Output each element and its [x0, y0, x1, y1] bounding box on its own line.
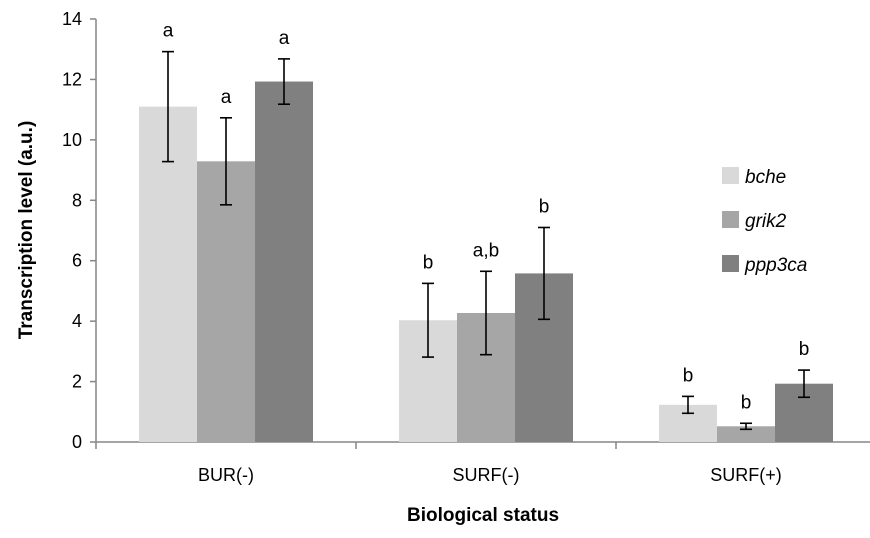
- bar-grik2: [717, 426, 775, 442]
- significance-label: a,b: [473, 240, 499, 261]
- legend-swatch-bche: [722, 167, 739, 184]
- bar-grik2: [197, 161, 255, 443]
- significance-label: b: [423, 252, 434, 273]
- y-tick-label: 8: [72, 190, 82, 210]
- legend-label-grik2: grik2: [745, 211, 787, 232]
- significance-label: a: [221, 87, 232, 108]
- legend-label-ppp3ca: ppp3ca: [744, 255, 807, 276]
- y-tick-label: 14: [62, 9, 82, 29]
- plot-area: 0 2 4 6 8 10 12 14 BUR(-) SURF(-) SURF(+) a b b a a,b b a…: [62, 9, 870, 485]
- x-tick-label: BUR(-): [198, 465, 254, 485]
- y-tick-label: 0: [72, 432, 82, 452]
- legend-swatch-grik2: [722, 211, 739, 228]
- y-axis-title: Transcription level (a.u.): [16, 121, 37, 340]
- bar-bche: [139, 106, 197, 442]
- significance-label: b: [741, 392, 752, 413]
- bar-ppp3ca: [255, 81, 313, 442]
- legend: bche grik2 ppp3ca: [722, 167, 807, 276]
- y-tick-label: 12: [62, 69, 82, 89]
- y-tick-label: 10: [62, 130, 82, 150]
- significance-label: a: [163, 21, 174, 42]
- significance-label: b: [799, 339, 810, 360]
- y-tick-label: 6: [72, 251, 82, 271]
- legend-label-bche: bche: [745, 167, 786, 188]
- x-axis-title: Biological status: [407, 505, 559, 526]
- y-tick-label: 4: [72, 311, 82, 331]
- significance-label: b: [683, 365, 694, 386]
- significance-label: b: [539, 196, 550, 217]
- legend-swatch-ppp3ca: [722, 255, 739, 272]
- x-tick-label: SURF(+): [710, 465, 782, 485]
- significance-label: a: [279, 28, 290, 49]
- y-tick-label: 2: [72, 372, 82, 392]
- x-tick-label: SURF(-): [453, 465, 520, 485]
